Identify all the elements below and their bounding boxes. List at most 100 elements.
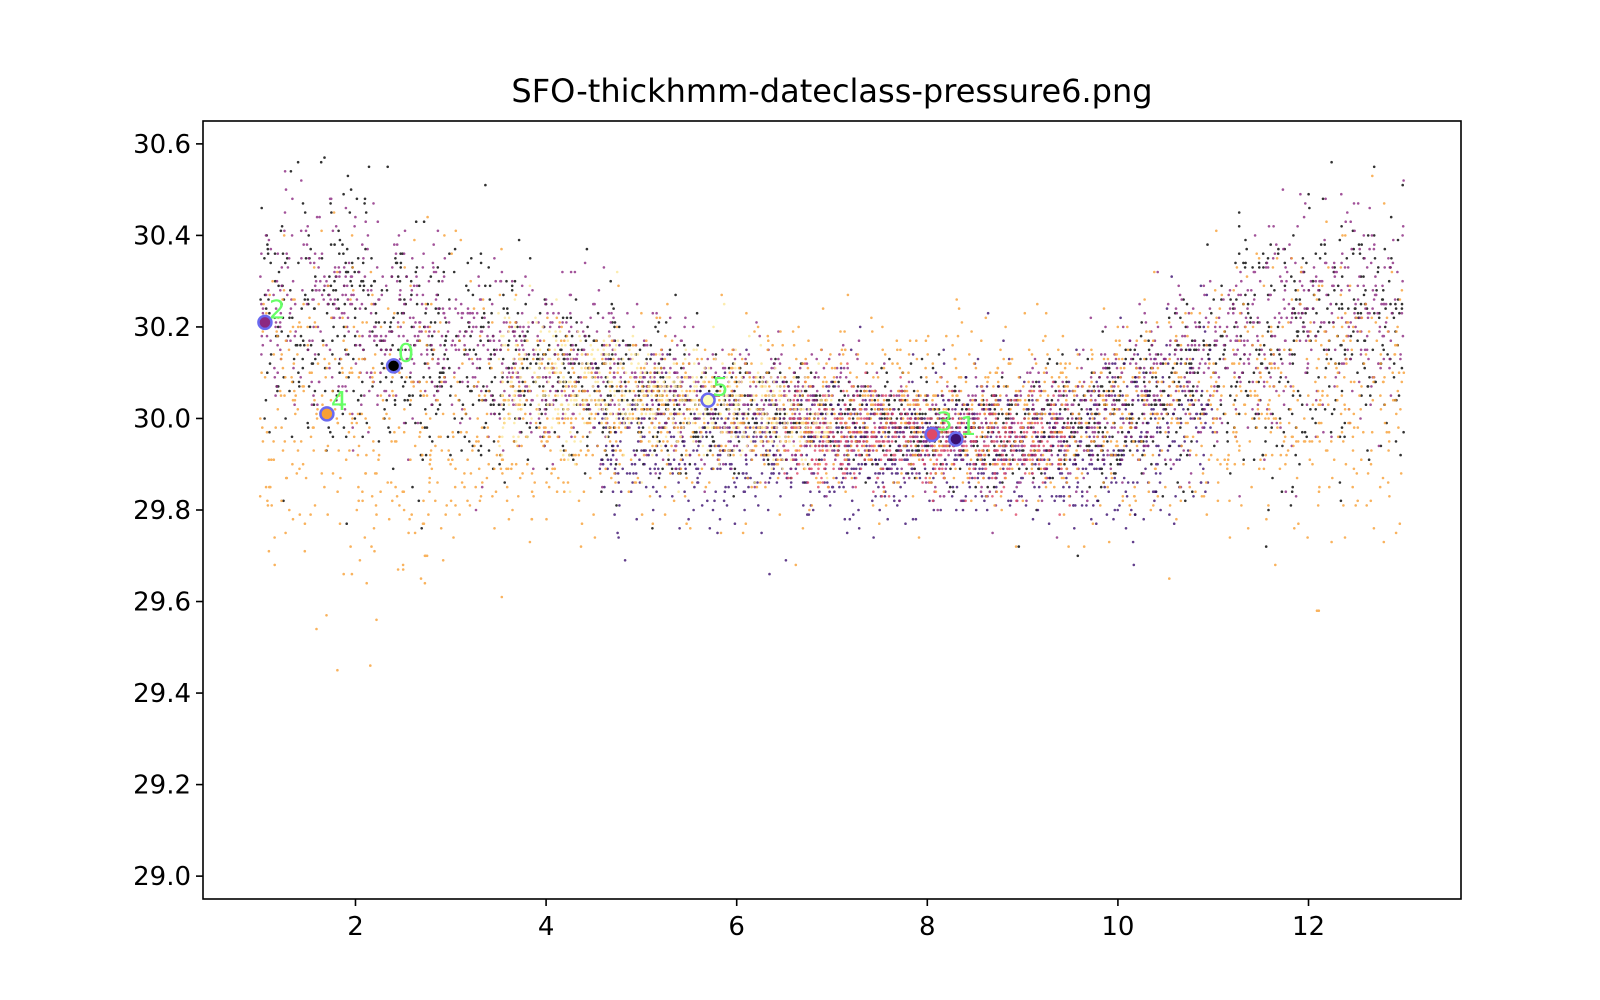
scatter-point [1214, 343, 1218, 347]
scatter-point [1152, 394, 1155, 397]
scatter-point [1081, 467, 1085, 471]
scatter-point [1193, 343, 1197, 347]
scatter-point [434, 298, 438, 301]
scatter-point [1295, 330, 1299, 333]
scatter-point [263, 417, 266, 420]
scatter-point [576, 353, 579, 356]
scatter-point [1276, 325, 1280, 329]
scatter-point [1040, 435, 1043, 439]
scatter-point [1191, 490, 1194, 494]
scatter-point [1131, 540, 1135, 544]
scatter-point [1197, 348, 1200, 352]
scatter-point [276, 252, 280, 255]
scatter-point [1400, 302, 1404, 306]
scatter-point [493, 398, 496, 402]
scatter-point [645, 389, 648, 393]
scatter-point [971, 394, 974, 397]
scatter-point [743, 508, 746, 512]
scatter-point [612, 371, 616, 375]
scatter-point [1068, 458, 1072, 462]
scatter-point [1154, 357, 1157, 361]
scatter-point [1226, 440, 1229, 443]
scatter-point [1185, 357, 1189, 361]
scatter-point [1031, 380, 1035, 384]
scatter-point [551, 385, 554, 388]
scatter-point [976, 444, 979, 448]
scatter-point [317, 353, 320, 356]
scatter-point [1281, 362, 1284, 365]
scatter-point [768, 449, 772, 452]
scatter-point [329, 298, 332, 301]
scatter-point [874, 481, 878, 484]
scatter-point [462, 334, 466, 338]
scatter-point [987, 430, 990, 434]
scatter-point [346, 174, 350, 178]
scatter-point [391, 467, 395, 471]
scatter-point [431, 353, 435, 356]
scatter-point [1276, 348, 1279, 352]
scatter-point [845, 531, 849, 535]
scatter-point [514, 362, 517, 365]
scatter-point [914, 412, 917, 416]
scatter-point [1203, 408, 1207, 411]
scatter-point [490, 311, 493, 315]
scatter-point [1246, 357, 1250, 361]
scatter-point [709, 366, 713, 370]
scatter-point [285, 257, 289, 260]
scatter-point [1390, 257, 1393, 260]
scatter-point [487, 321, 490, 324]
scatter-point [611, 449, 614, 452]
scatter-point [1283, 284, 1287, 288]
scatter-point [376, 394, 379, 397]
scatter-point [1077, 426, 1080, 429]
scatter-point [1359, 311, 1363, 315]
scatter-point [1269, 243, 1272, 246]
scatter-point [920, 357, 924, 361]
scatter-point [1208, 348, 1212, 352]
scatter-point [1236, 339, 1239, 343]
scatter-point [1133, 380, 1137, 384]
scatter-point [269, 247, 273, 251]
scatter-point [518, 334, 522, 338]
scatter-point [424, 311, 427, 315]
scatter-point [1373, 311, 1376, 315]
scatter-point [1114, 481, 1118, 484]
scatter-point [1112, 398, 1116, 402]
scatter-point [1154, 376, 1158, 379]
scatter-point [916, 421, 919, 425]
scatter-point [1317, 289, 1320, 292]
scatter-point [1110, 481, 1113, 484]
scatter-point [732, 495, 735, 498]
scatter-point [650, 389, 653, 393]
scatter-point [648, 417, 651, 420]
scatter-point [718, 453, 722, 457]
scatter-point [1324, 366, 1328, 370]
scatter-point [1239, 270, 1242, 274]
scatter-point [1279, 357, 1283, 361]
scatter-point [1291, 485, 1294, 489]
scatter-point [637, 426, 641, 429]
scatter-point [1264, 440, 1267, 443]
scatter-point [304, 229, 308, 233]
scatter-point [777, 472, 781, 475]
scatter-point [433, 330, 436, 333]
scatter-point [1118, 408, 1121, 411]
scatter-point [1062, 421, 1066, 425]
scatter-point [668, 316, 672, 320]
scatter-point [883, 462, 887, 466]
scatter-point [1149, 435, 1153, 439]
scatter-point [370, 284, 373, 288]
scatter-point [1282, 298, 1285, 301]
scatter-point [332, 325, 335, 329]
scatter-point [1303, 307, 1306, 310]
scatter-point [430, 403, 433, 407]
scatter-point [864, 481, 867, 484]
scatter-point [647, 453, 650, 457]
scatter-point [319, 279, 322, 283]
scatter-point [1029, 426, 1033, 429]
scatter-point [857, 508, 860, 512]
scatter-point [824, 421, 828, 425]
scatter-point [874, 495, 877, 498]
scatter-point [318, 257, 321, 260]
scatter-point [1363, 339, 1366, 343]
